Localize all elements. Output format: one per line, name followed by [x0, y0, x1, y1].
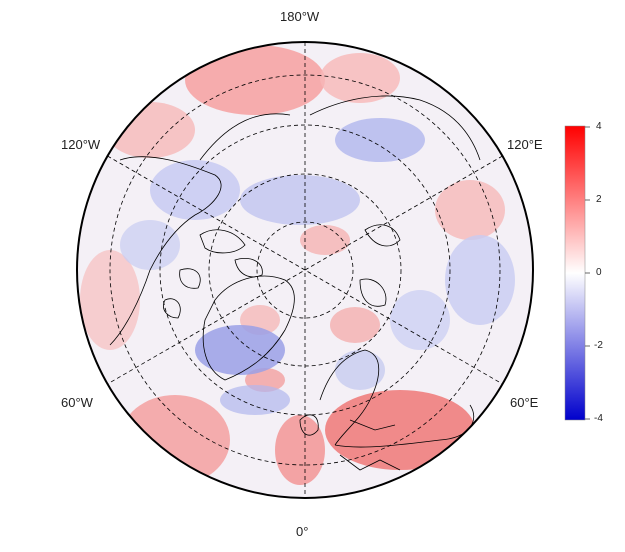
colorbar-tick-label: 2 — [596, 194, 602, 205]
colorbar — [564, 125, 586, 421]
lon-label-60w: 60°W — [61, 395, 93, 410]
anomaly-field — [77, 42, 533, 498]
map-boundary — [76, 41, 534, 499]
colorbar-ticks — [585, 126, 590, 420]
colorbar-tick-label: 4 — [596, 121, 602, 132]
colorbar-tick-label: 0 — [596, 267, 602, 278]
lon-label-60e: 60°E — [510, 395, 539, 410]
graticule — [107, 42, 503, 498]
lon-label-120w: 120°W — [61, 137, 101, 152]
colorbar-tick-label: -4 — [594, 413, 603, 424]
lon-label-0: 0° — [296, 524, 309, 539]
lon-label-180w: 180°W — [280, 9, 320, 24]
colorbar-tick-label: -2 — [594, 340, 603, 351]
lon-label-120e: 120°E — [507, 137, 543, 152]
